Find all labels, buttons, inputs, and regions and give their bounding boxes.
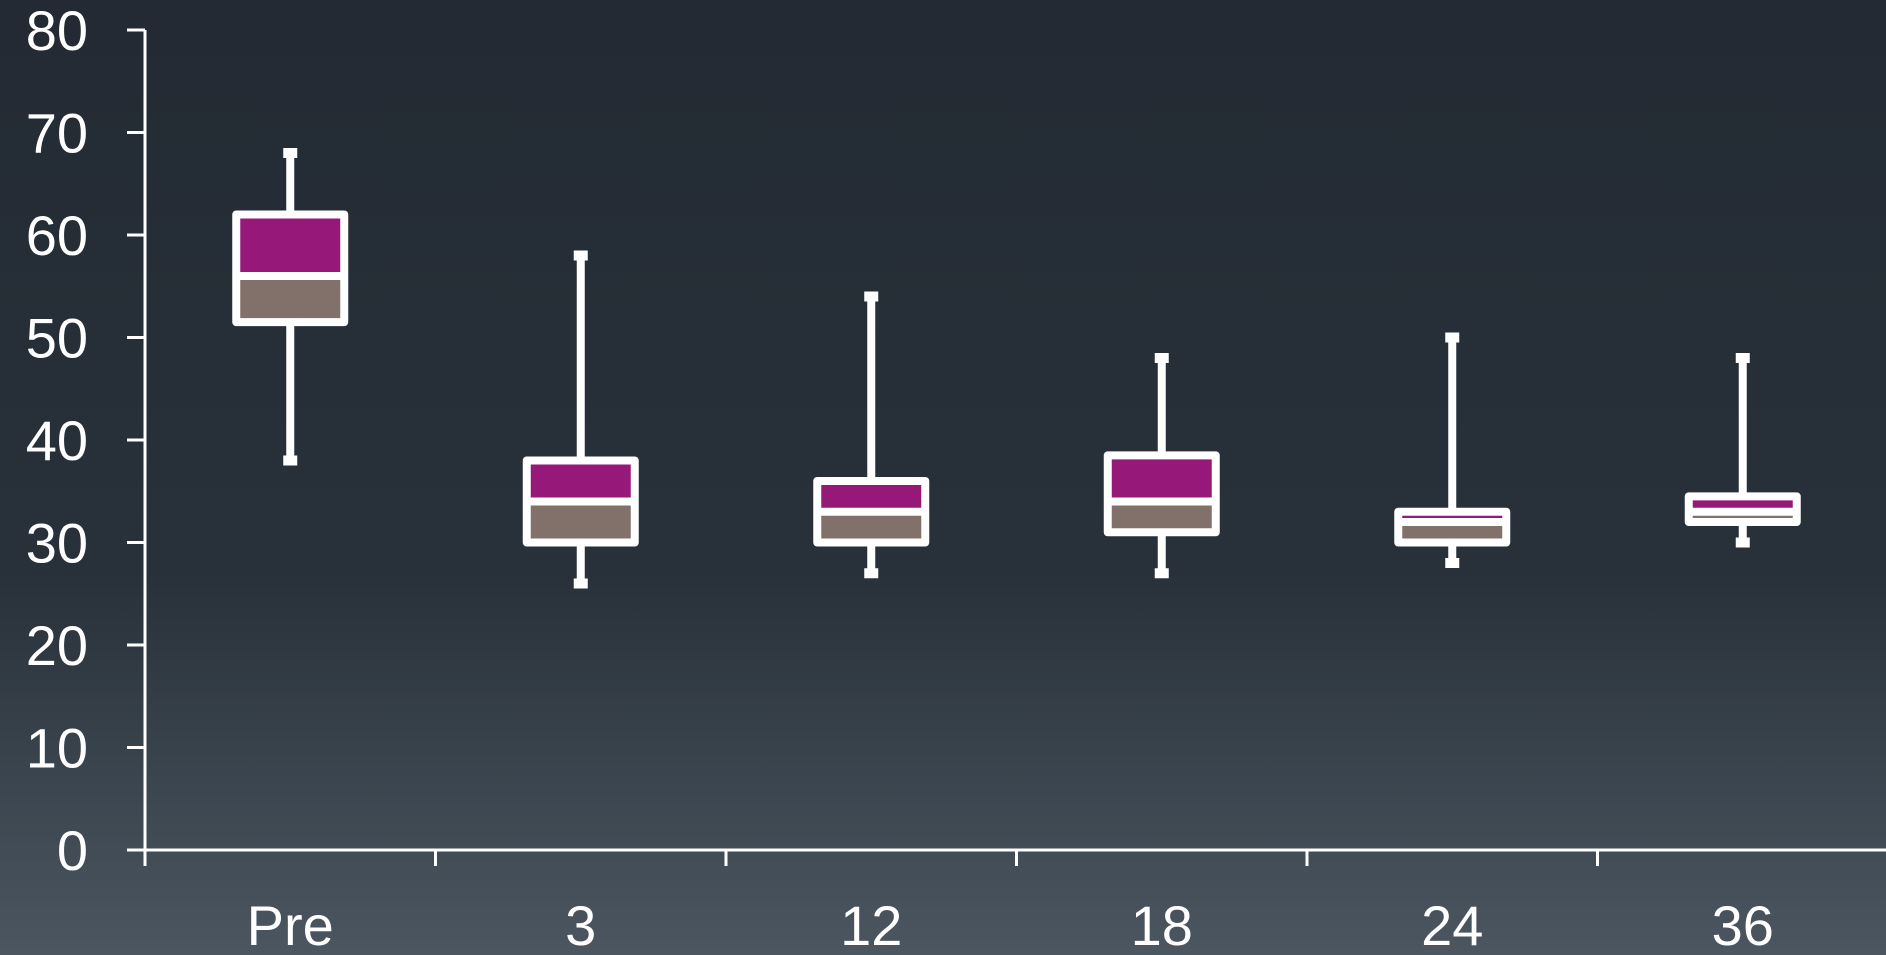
whisker-cap-min [1154, 568, 1169, 579]
box-24 [1394, 332, 1511, 568]
y-tick-label: 30 [26, 512, 88, 575]
boxes [232, 148, 1801, 589]
box-upper-quartile [1111, 459, 1212, 498]
whisker-cap-max [283, 148, 298, 158]
y-tick-label: 60 [26, 204, 88, 267]
whisker-cap-max [864, 291, 879, 302]
y-tick-label: 40 [26, 409, 88, 472]
x-tick-label: 3 [565, 894, 596, 955]
whisker-cap-min [1735, 537, 1750, 548]
x-axis: Pre 3 12 18 24 36 [143, 848, 1886, 955]
y-tick-label: 80 [26, 0, 88, 62]
box-lower-quartile [1111, 505, 1212, 529]
box-upper-quartile [240, 218, 341, 272]
box-outline [1684, 492, 1801, 526]
box-36 [1684, 353, 1801, 548]
box-upper-quartile [1692, 500, 1793, 508]
whisker-cap-min [283, 455, 298, 466]
whisker-cap-max [1154, 353, 1169, 363]
whisker-cap-min [573, 578, 588, 589]
y-tick-label: 70 [26, 102, 88, 165]
box-upper-quartile [1402, 515, 1503, 518]
whisker-cap-min [864, 568, 879, 579]
box-lower-quartile [530, 505, 631, 539]
y-tick-label: 10 [26, 717, 88, 780]
box-18 [1103, 353, 1220, 579]
box-3 [522, 250, 639, 589]
box-Pre [232, 148, 349, 466]
box-upper-quartile [821, 485, 922, 508]
whisker-cap-max [1735, 353, 1750, 363]
x-tick-label: Pre [247, 894, 334, 955]
box-lower-quartile [1692, 515, 1793, 518]
y-tick-label: 0 [57, 819, 88, 882]
y-axis: 0 10 20 30 40 50 60 70 80 [26, 0, 147, 882]
box-upper-quartile [530, 464, 631, 498]
box-12 [813, 291, 930, 579]
x-tick-label: 18 [1131, 894, 1193, 955]
y-tick-label: 20 [26, 614, 88, 677]
x-tick-label: 24 [1421, 894, 1483, 955]
whisker-cap-max [573, 250, 588, 261]
box-lower-quartile [240, 280, 341, 319]
box-lower-quartile [1402, 526, 1503, 539]
x-tick-label: 12 [840, 894, 902, 955]
box-lower-quartile [821, 515, 922, 539]
whisker-cap-min [1445, 558, 1460, 568]
whisker-cap-max [1445, 332, 1460, 343]
x-tick-label: 36 [1712, 894, 1774, 955]
y-tick-label: 50 [26, 307, 88, 370]
